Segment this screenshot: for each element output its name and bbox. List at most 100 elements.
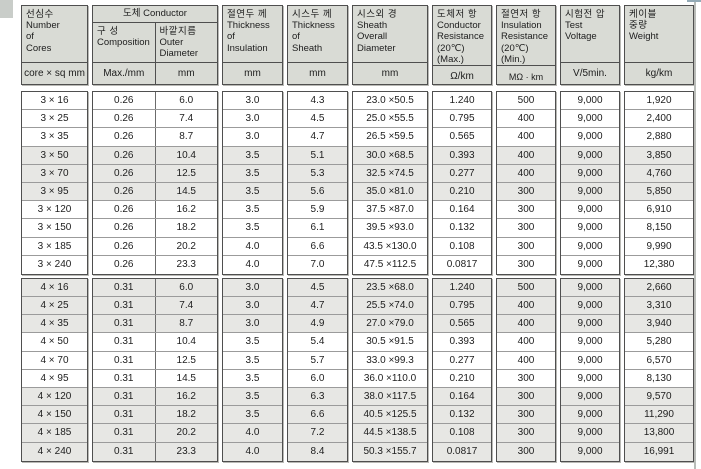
table-row: 0.210 [433, 370, 491, 388]
table-row: 3 × 50 [22, 146, 87, 165]
table-row: 3 × 25 [22, 110, 87, 129]
table-cell: 0.31 [114, 372, 134, 384]
table-cell: 9,000 [577, 354, 603, 366]
table-cell: 400 [517, 354, 535, 366]
table-row: 37.5 ×87.0 [353, 201, 427, 220]
table-row: 400 [497, 315, 555, 334]
table-row: 36.0 ×110.0 [353, 370, 427, 388]
table-row: 9,000 [561, 92, 619, 111]
table-cell: 0.31 [114, 391, 134, 402]
table-row: 3 × 70 [22, 164, 87, 183]
table-cell: 400 [517, 300, 535, 312]
table-row: 9,000 [561, 388, 619, 407]
table-cell: 36.0 ×110.0 [363, 372, 417, 384]
table-row: 3.5 [223, 201, 282, 220]
table-cell: 4 × 70 [40, 354, 69, 366]
table-cell: 3 × 95 [40, 185, 69, 197]
table-cell: 3.5 [245, 222, 260, 234]
table-cell: 6,570 [646, 354, 672, 366]
table-cell: 0.132 [449, 222, 475, 234]
table-row: 9,000 [561, 201, 619, 220]
header-cores-ko: 선심수 [26, 9, 54, 20]
page-edge-artifact [0, 0, 13, 18]
table-cell: 9,000 [577, 258, 603, 270]
table-cell: 5.6 [310, 185, 325, 197]
table-row: 3.0 [223, 315, 282, 334]
header-composition: 구 성 Composition Max./mm [93, 23, 155, 84]
table-row: 44.5 ×138.5 [353, 424, 427, 443]
table-row: 0.31 8.7 [93, 315, 217, 334]
table-row: 300 [497, 238, 555, 256]
table-row: 16,991 [625, 442, 693, 461]
table-row: 4.0 [223, 442, 282, 461]
body-group-b: 9,000 9,000 9,000 9,000 9,000 9,000 9,000 9,000… [560, 277, 620, 462]
body-group-b: 4.5 4.7 4.9 5.4 5.7 6.0 6.3 6.6 7.2 8.4 [287, 277, 348, 462]
table-cell: 0.164 [449, 204, 475, 216]
body-group-a: 3.0 3.0 3.0 3.5 3.5 3.5 3.5 3.5 4.0 4.0 [222, 91, 283, 275]
body-group-a: 4.3 4.5 4.7 5.1 5.3 5.6 5.9 6.1 6.6 7.0 [287, 91, 348, 275]
header-insulation-resistance-ko: 절연저 항 [501, 9, 542, 20]
table-cell: 4.7 [310, 131, 325, 143]
column-sheath-overall-diameter: 시스외 경 Sheath Overall Diameter mm 23.0 ×5… [352, 5, 428, 465]
table-row: 6.1 [288, 219, 347, 238]
table-cell: 3 × 35 [40, 131, 69, 143]
table-cell: 32.5 ×74.5 [366, 167, 414, 179]
table-row: 4.7 [288, 297, 347, 316]
table-row: 0.164 [433, 388, 491, 407]
table-cell: 37.5 ×87.0 [366, 204, 414, 216]
table-cell: 500 [517, 281, 535, 293]
table-row: 43.5 ×130.0 [353, 238, 427, 256]
table-cell: 0.565 [449, 131, 475, 143]
table-row: 5.6 [288, 182, 347, 202]
table-cell: 0.26 [114, 95, 134, 106]
table-row: 0.108 [433, 238, 491, 256]
header-cores-en: Number of Cores [26, 20, 60, 54]
table-row: 4 × 240 [22, 442, 87, 461]
table-row: 400 [497, 110, 555, 129]
header-sheath-overall-diameter: 시스외 경 Sheath Overall Diameter mm [352, 5, 428, 85]
table-cell: 400 [517, 149, 535, 161]
table-row: 35.0 ×81.0 [353, 182, 427, 202]
table-cell: 3,850 [646, 149, 672, 161]
table-cell: 10.4 [154, 333, 218, 351]
table-row: 0.210 [433, 182, 491, 202]
table-row: 3.5 [223, 388, 282, 407]
table-row: 9,000 [561, 297, 619, 316]
header-conductor-resistance-en: Conductor Resistance (20℃)(Max.) [437, 20, 484, 65]
table-row: 4 × 150 [22, 406, 87, 425]
column-insulation-resistance: 절연저 항 Insulation Resistance (20℃)(Min.) … [496, 5, 556, 465]
table-row: 5.4 [288, 333, 347, 352]
column-conductor-resistance: 도체저 항 Conductor Resistance (20℃)(Max.) Ω… [432, 5, 492, 465]
table-cell: 3 × 50 [40, 149, 69, 161]
body-group-b: 1.240 0.795 0.565 0.393 0.277 0.210 0.164 0.132… [432, 277, 492, 462]
table-row: 0.393 [433, 333, 491, 352]
table-row: 9,000 [561, 278, 619, 298]
table-row: 0.0817 [433, 256, 491, 274]
table-cell: 1.240 [449, 95, 475, 106]
body-group-a: 1.240 0.795 0.565 0.393 0.277 0.210 0.164 0.132… [432, 91, 492, 275]
table-cell: 0.795 [449, 113, 475, 125]
header-test-voltage: 시험전 압 Test Voltage V/5min. [560, 5, 620, 85]
table-row: 27.0 ×79.0 [353, 315, 427, 334]
table-cell: 0.210 [449, 185, 475, 197]
table-row: 0.26 7.4 [93, 110, 217, 129]
table-row: 0.26 14.5 [93, 182, 217, 202]
table-cell: 9,000 [577, 240, 603, 252]
table-row: 9,000 [561, 315, 619, 334]
table-cell: 8.4 [310, 445, 325, 457]
table-cell: 3.5 [245, 372, 260, 384]
table-row: 5.7 [288, 352, 347, 370]
table-cell: 25.0 ×55.5 [366, 113, 414, 125]
table-cell: 20.2 [154, 424, 218, 442]
table-cell: 3.5 [245, 409, 260, 421]
table-row: 0.795 [433, 110, 491, 129]
table-cell: 0.31 [114, 281, 134, 293]
table-row: 0.393 [433, 146, 491, 165]
table-row: 0.26 16.2 [93, 201, 217, 220]
table-row: 3 × 120 [22, 201, 87, 220]
table-row: 8,130 [625, 370, 693, 388]
table-cell: 0.26 [114, 204, 134, 216]
table-cell: 6.6 [310, 409, 325, 421]
table-row: 3 × 240 [22, 256, 87, 274]
table-row: 400 [497, 128, 555, 147]
